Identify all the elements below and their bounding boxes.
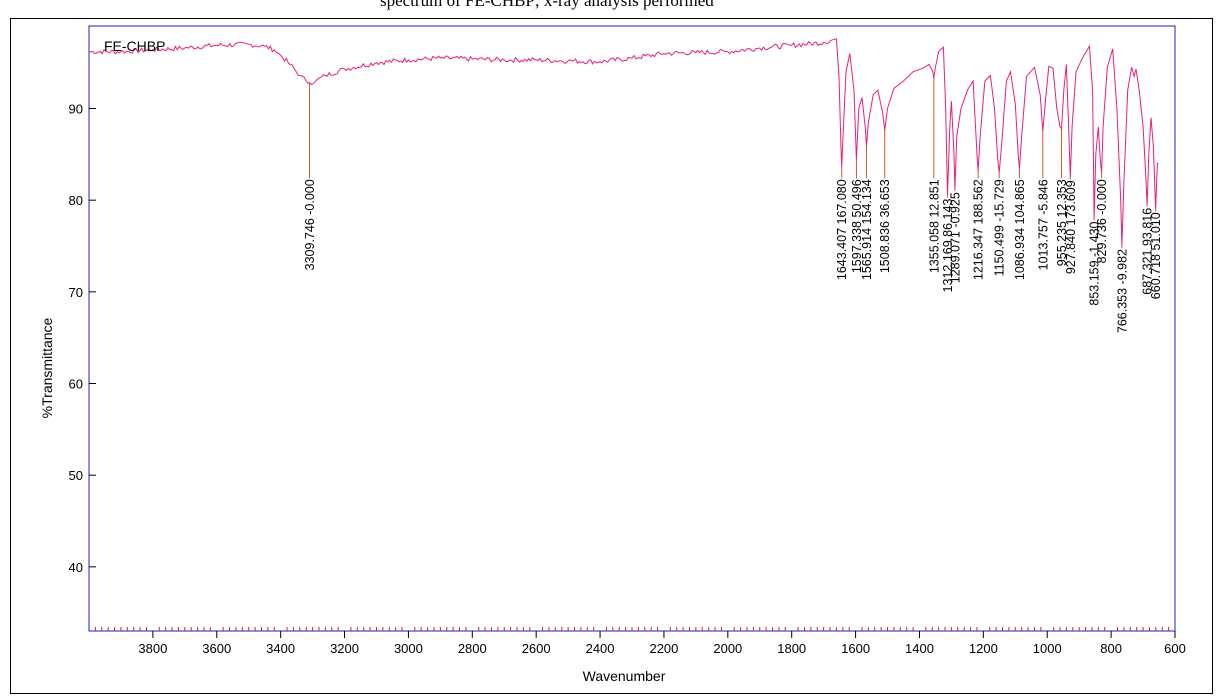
peak-label: 1355.058 12.851: [927, 179, 941, 273]
peak-label: 1312.169 86.143: [941, 199, 955, 293]
x-tick-label: 3400: [266, 641, 295, 656]
x-axis: 3800 3600 3400 3200 3000 2800 2600 2400 2200 2000…: [138, 631, 1186, 656]
peak-label: 1597.338 50.496: [850, 179, 864, 273]
peak-label: 829.736 -0.000: [1095, 179, 1109, 263]
peak-label: 1216.347 188.562: [972, 179, 986, 280]
peak-label: 3309.746 -0.000: [303, 179, 317, 270]
x-tick-label: 1400: [905, 641, 934, 656]
spectrum-line: [89, 38, 1159, 247]
x-tick-label: 2200: [649, 641, 678, 656]
peak-label: 687.321 93.816: [1141, 208, 1155, 295]
peak-label: 927.840 173.609: [1064, 180, 1078, 274]
x-tick-label: 2600: [522, 641, 551, 656]
series-label: FE-CHBP: [104, 38, 165, 54]
peak-label: 1086.934 104.865: [1013, 179, 1027, 280]
peak-label: 853.159 -1.430: [1088, 221, 1102, 305]
plot-area-border: [88, 25, 1176, 632]
peak-label: 1643.407 167.080: [835, 179, 849, 280]
x-tick-label: 1200: [969, 641, 998, 656]
y-tick-label: 50: [69, 468, 83, 483]
y-axis: 40 50 60 70 80 90: [69, 102, 96, 575]
x-tick-label: 2400: [586, 641, 615, 656]
minor-ticks: [94, 627, 1170, 631]
y-tick-label: 90: [69, 102, 83, 117]
caption-fragment: spectrum of FE-CHBP; x-ray analysis perf…: [0, 0, 1225, 18]
y-tick-label: 80: [69, 193, 83, 208]
x-tick-label: 1800: [777, 641, 806, 656]
x-tick-label: 2800: [458, 641, 487, 656]
caption-text: spectrum of FE-CHBP; x-ray analysis perf…: [380, 0, 714, 10]
x-tick-label: 800: [1100, 641, 1122, 656]
peak-label: 766.353 -9.982: [1115, 249, 1129, 333]
peak-label: 1508.836 36.653: [878, 179, 892, 273]
peak-annotations: 3309.746 -0.000 1643.407 167.080 1597.338 …: [303, 78, 1163, 333]
x-tick-label: 3800: [138, 641, 167, 656]
x-axis-label: Wavenumber: [583, 668, 666, 684]
x-tick-label: 1000: [1033, 641, 1062, 656]
x-tick-label: 3200: [330, 641, 359, 656]
peak-label: 955.235 12.353: [1055, 179, 1069, 266]
peak-label: 660.718 51.010: [1149, 212, 1163, 299]
figure-frame: [10, 18, 1213, 694]
x-tick-label: 3600: [202, 641, 231, 656]
peak-label: 1150.499 -15.729: [993, 179, 1007, 276]
y-tick-label: 40: [69, 560, 83, 575]
x-tick-label: 3000: [394, 641, 423, 656]
y-tick-label: 60: [69, 377, 83, 392]
peak-label: 1289.071 -0.925: [948, 192, 962, 283]
x-tick-label: 2000: [713, 641, 742, 656]
peak-label: 1565.914 154.134: [860, 179, 874, 280]
x-tick-label: 1600: [841, 641, 870, 656]
x-tick-label: 600: [1164, 641, 1186, 656]
y-tick-label: 70: [69, 285, 83, 300]
peak-label: 1013.757 -5.846: [1036, 179, 1050, 270]
y-axis-label: %Transmittance: [39, 317, 55, 418]
